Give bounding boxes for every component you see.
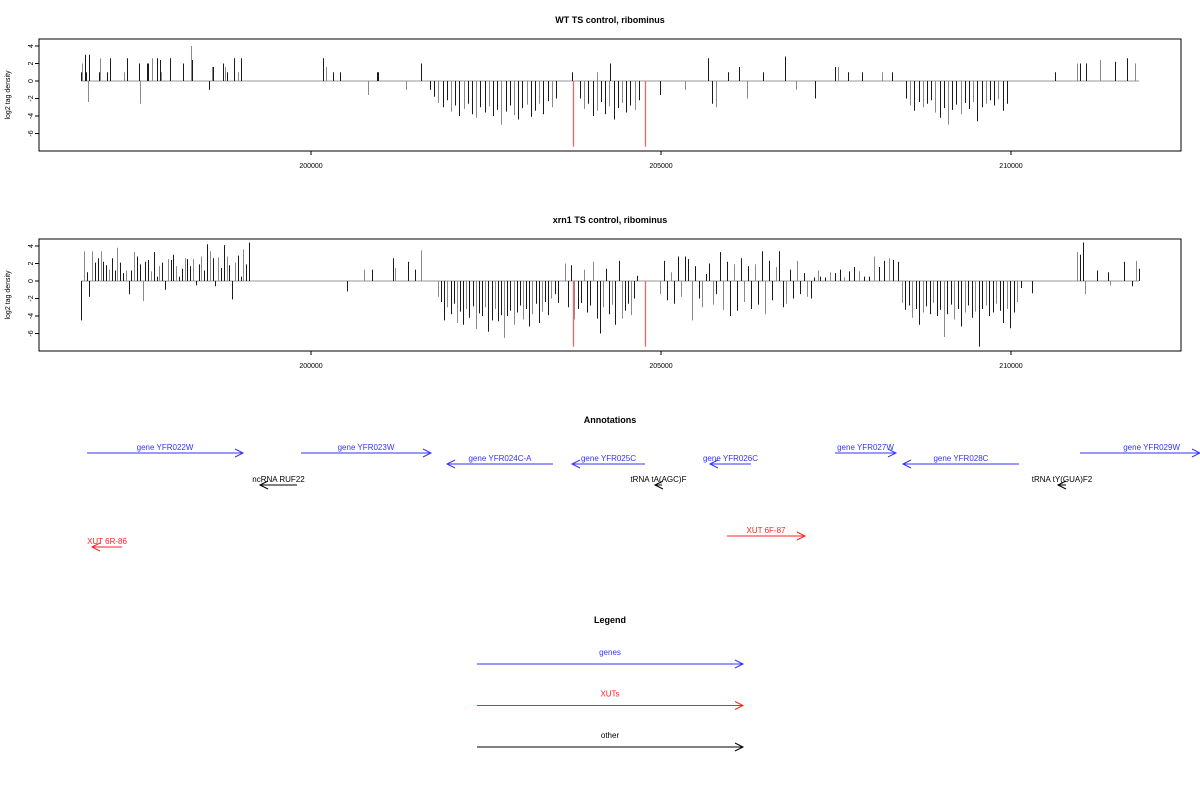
feature-gene: gene YFR027W: [835, 443, 898, 458]
feature-label: gene YFR023W: [338, 443, 395, 452]
feature-label: gene YFR022W: [137, 443, 194, 452]
feature-other: tRNA tA(AGC)F: [630, 475, 687, 490]
arrowhead-right-icon: [734, 659, 745, 669]
feature-gene: gene YFR023W: [300, 443, 433, 458]
x-tick-label: 205000: [649, 363, 672, 370]
x-tick-label: 200000: [299, 363, 322, 370]
annotations-track: Annotations gene YFR022W gene YFR023W gene …: [87, 415, 1200, 552]
y-tick-label: 4: [28, 44, 35, 48]
feature-label: gene YFR028C: [933, 454, 988, 463]
track-panel-2: xrn1 TS control, ribominus log2 tag densi…: [5, 215, 1182, 370]
feature-other: tRNA tY(GUA)F2: [1032, 475, 1093, 490]
arrowhead-right-icon: [887, 448, 898, 458]
y-tick-label: -2: [28, 95, 35, 101]
legend-label: genes: [599, 648, 621, 657]
arrowhead-right-icon: [734, 742, 745, 752]
y-tick-label: -4: [28, 113, 35, 119]
annotations-title: Annotations: [584, 415, 637, 425]
arrowhead-left-icon: [445, 459, 456, 469]
feature-label: gene YFR024C-A: [468, 454, 532, 463]
track-panel-1: WT TS control, ribominus log2 tag density…: [5, 15, 1182, 170]
arrowhead-left-icon: [653, 480, 664, 490]
y-axis-label: log2 tag density: [5, 270, 12, 320]
feature-label: gene YFR026C: [703, 454, 758, 463]
feature-gene: gene YFR029W: [1079, 443, 1200, 458]
arrowhead-left-icon: [1056, 480, 1067, 490]
x-tick-label: 210000: [999, 363, 1022, 370]
plot-frame: [38, 38, 1182, 152]
feature-label: gene YFR027W: [837, 443, 894, 452]
arrowhead-right-icon: [734, 701, 745, 710]
legend: Legend genes XUTs other: [477, 615, 745, 752]
y-tick-label: -6: [28, 130, 35, 136]
feature-gene: gene YFR026C: [703, 454, 758, 469]
feature-xut: XUT 6F-87: [726, 526, 807, 541]
legend-item-gene: genes: [477, 648, 745, 669]
y-tick-label: -4: [28, 313, 35, 319]
panel-title: WT TS control, ribominus: [555, 15, 665, 25]
feature-xut: XUT 6R-86: [87, 537, 127, 552]
x-tick-label: 205000: [649, 163, 672, 170]
plot-frame: [38, 238, 1182, 352]
y-tick-label: 0: [28, 279, 35, 283]
feature-gene: gene YFR022W: [87, 443, 245, 458]
feature-gene: gene YFR025C: [570, 454, 645, 469]
feature-label: gene YFR025C: [581, 454, 636, 463]
arrowhead-left-icon: [901, 459, 912, 469]
feature-label: ncRNA RUF22: [252, 475, 305, 484]
x-tick-label: 210000: [999, 163, 1022, 170]
y-axis-label: log2 tag density: [5, 70, 12, 120]
legend-label: other: [601, 731, 620, 740]
y-tick-label: -2: [28, 295, 35, 301]
y-tick-label: 2: [28, 261, 35, 265]
arrowhead-left-icon: [258, 480, 269, 490]
y-tick-label: 4: [28, 244, 35, 248]
legend-title: Legend: [594, 615, 626, 625]
feature-label: tRNA tY(GUA)F2: [1032, 475, 1093, 484]
feature-gene: gene YFR028C: [901, 454, 1019, 469]
feature-gene: gene YFR024C-A: [445, 454, 553, 469]
arrowhead-right-icon: [796, 531, 807, 541]
arrowhead-left-icon: [570, 459, 581, 469]
arrowhead-right-icon: [234, 448, 245, 458]
feature-other: ncRNA RUF22: [252, 475, 305, 490]
feature-label: XUT 6R-86: [87, 537, 127, 546]
legend-item-other: other: [477, 731, 745, 752]
feature-label: gene YFR029W: [1123, 443, 1180, 452]
y-tick-label: 0: [28, 79, 35, 83]
legend-label: XUTs: [600, 690, 619, 699]
y-tick-label: 2: [28, 61, 35, 65]
panel-title: xrn1 TS control, ribominus: [553, 215, 668, 225]
arrowhead-left-icon: [90, 542, 101, 552]
y-tick-label: -6: [28, 330, 35, 336]
arrowhead-left-icon: [708, 459, 719, 469]
feature-label: tRNA tA(AGC)F: [630, 475, 686, 484]
legend-item-xut: XUTs: [477, 690, 745, 710]
feature-label: XUT 6F-87: [746, 526, 786, 535]
arrowhead-right-icon: [422, 448, 433, 458]
x-tick-label: 200000: [299, 163, 322, 170]
